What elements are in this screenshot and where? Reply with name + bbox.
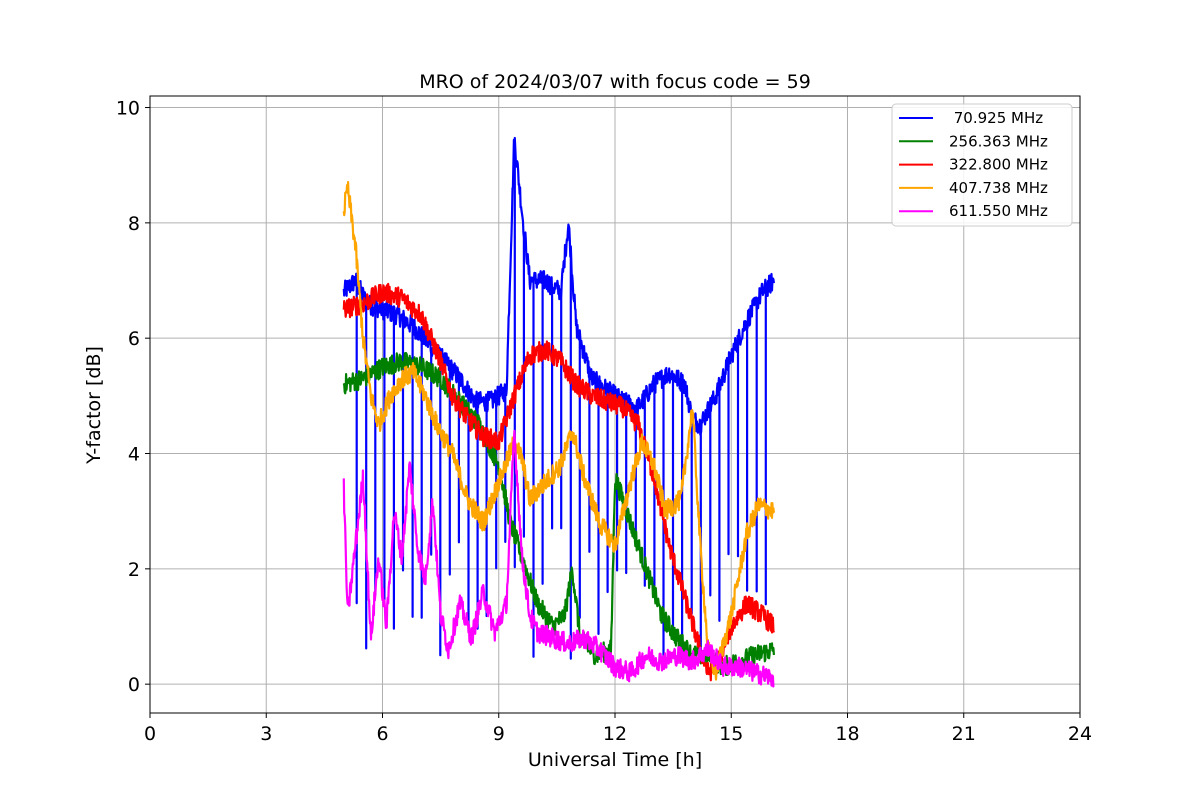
chart-title: MRO of 2024/03/07 with focus code = 59 [419, 71, 811, 93]
x-tick-label: 0 [144, 723, 156, 745]
y-tick-label: 10 [116, 98, 140, 120]
series-line-3 [342, 181, 775, 681]
x-tick-label: 18 [835, 723, 859, 745]
y-tick-label: 0 [128, 674, 140, 696]
x-tick-label: 15 [719, 723, 743, 745]
y-tick-label: 2 [128, 559, 140, 581]
series-line-2 [342, 282, 775, 682]
x-tick-label: 3 [260, 723, 272, 745]
legend-label: 322.800 MHz [949, 156, 1048, 174]
x-tick-label: 9 [493, 723, 505, 745]
legend-label: 611.550 MHz [949, 202, 1048, 220]
x-tick-label: 24 [1068, 723, 1092, 745]
legend: 70.925 MHz 256.363 MHz 322.800 MHz 407.738 … [891, 103, 1073, 227]
series-line-0 [342, 136, 775, 660]
x-tick-label: 21 [952, 723, 976, 745]
y-ticks: 0 2 4 6 8 10 [116, 98, 150, 696]
y-axis-label: Y-factor [dB] [83, 346, 105, 465]
legend-label: 256.363 MHz [949, 132, 1048, 150]
y-tick-label: 8 [128, 213, 140, 235]
grid [149, 96, 1081, 713]
legend-label: 70.925 MHz [949, 109, 1043, 127]
legend-box [891, 103, 1073, 227]
x-axis-label: Universal Time [h] [528, 749, 702, 771]
series-line-4 [342, 429, 775, 688]
legend-label: 407.738 MHz [949, 179, 1048, 197]
y-tick-label: 6 [128, 328, 140, 350]
x-ticks: 0 3 6 9 12 15 18 21 24 [144, 713, 1092, 745]
y-tick-label: 4 [128, 444, 140, 466]
series-group [342, 136, 775, 688]
x-tick-label: 6 [376, 723, 388, 745]
x-tick-label: 12 [603, 723, 627, 745]
